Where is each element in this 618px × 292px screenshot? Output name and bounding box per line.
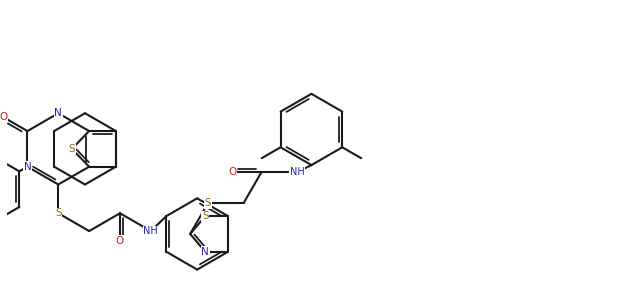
- Text: NH: NH: [143, 226, 158, 236]
- Text: N: N: [201, 247, 209, 257]
- Text: S: S: [55, 208, 62, 218]
- Text: N: N: [23, 162, 32, 172]
- Text: N: N: [54, 108, 62, 118]
- Text: O: O: [0, 112, 7, 122]
- Text: O: O: [116, 236, 124, 246]
- Text: NH: NH: [290, 167, 305, 177]
- Text: S: S: [69, 144, 75, 154]
- Text: O: O: [229, 167, 237, 177]
- Text: S: S: [205, 198, 211, 208]
- Text: S: S: [202, 211, 209, 221]
